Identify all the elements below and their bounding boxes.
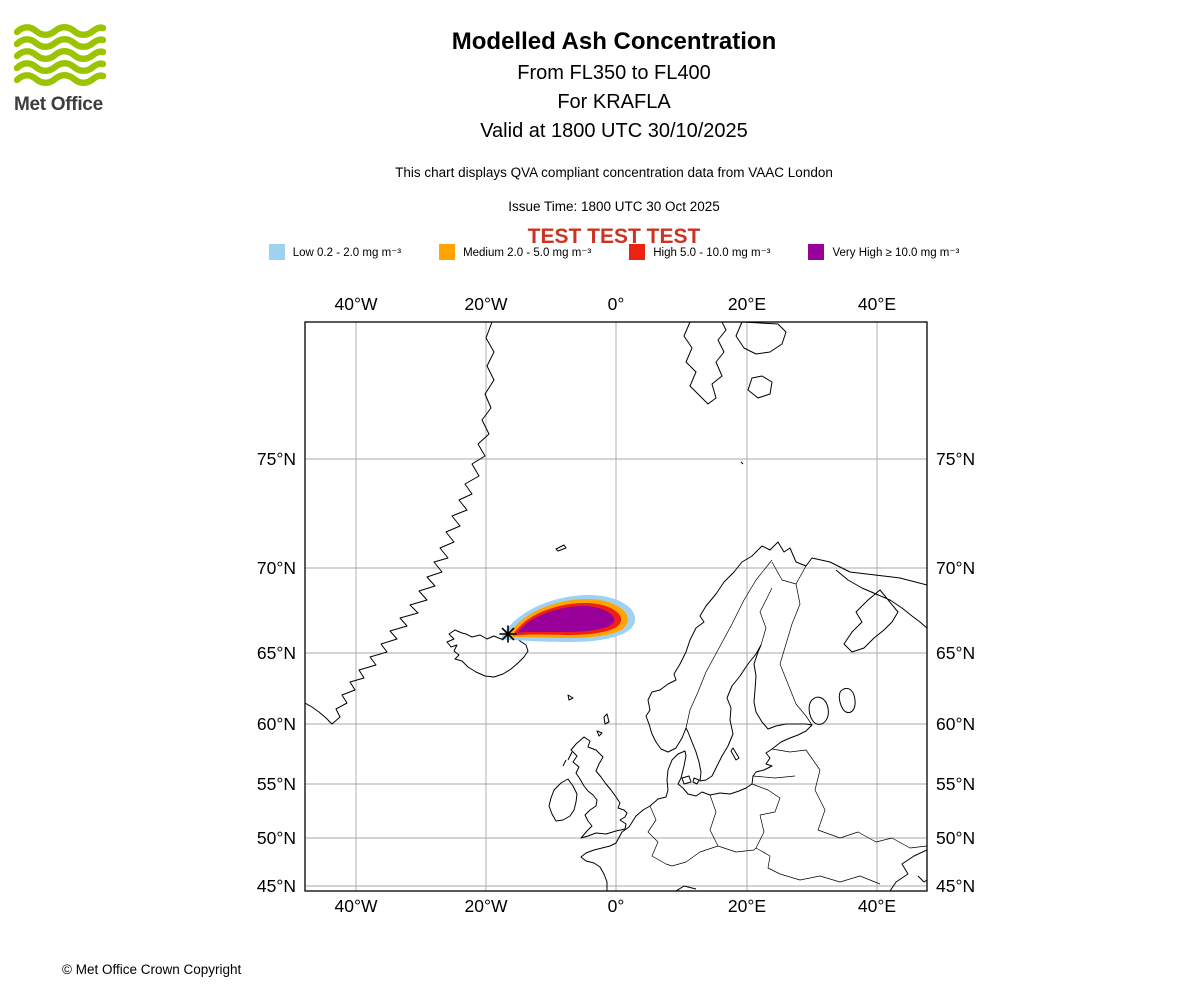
lat-tick-right-55n: 55°N (936, 774, 975, 794)
lat-tick-left-65n: 65°N (257, 643, 296, 663)
lat-tick-right-60n: 60°N (936, 714, 975, 734)
lat-tick-labels-right: 75°N 70°N 65°N 60°N 55°N 50°N 45°N (936, 449, 975, 896)
ash-plume (501, 595, 636, 642)
lat-tick-labels-left: 75°N 70°N 65°N 60°N 55°N 50°N 45°N (257, 449, 296, 896)
lon-tick-bottom-20e: 20°E (728, 896, 766, 916)
lat-tick-left-50n: 50°N (257, 828, 296, 848)
lon-tick-top-20w: 20°W (465, 294, 508, 314)
legend-item-low: Low 0.2 - 2.0 mg m⁻³ (268, 244, 402, 260)
graticule-meridians (355, 322, 878, 891)
lat-tick-right-70n: 70°N (936, 558, 975, 578)
legend-item-high: High 5.0 - 10.0 mg m⁻³ (629, 244, 770, 260)
white-sea-coast (835, 569, 927, 653)
qva-note: This chart displays QVA compliant concen… (395, 165, 833, 180)
legend-label-low: Low 0.2 - 2.0 mg m⁻³ (292, 247, 402, 259)
europe-coast (580, 541, 927, 891)
legend-swatch-very-high (808, 244, 825, 260)
uk-coast (570, 736, 628, 839)
legend-swatch-high (629, 244, 646, 260)
legend-label-very-high: Very High ≥ 10.0 mg m⁻³ (832, 247, 960, 259)
flight-levels-line: From FL350 to FL400 (517, 62, 711, 84)
lon-tick-bottom-0: 0° (608, 896, 625, 916)
test-banner: TEST TEST TEST (527, 225, 701, 248)
chart-title: Modelled Ash Concentration (451, 28, 777, 55)
black-sea-coast (675, 849, 927, 891)
concentration-legend: Low 0.2 - 2.0 mg m⁻³ Medium 2.0 - 5.0 mg… (28, 244, 1200, 260)
legend-label-medium: Medium 2.0 - 5.0 mg m⁻³ (463, 247, 592, 259)
lon-tick-bottom-20w: 20°W (465, 896, 508, 916)
country-borders (647, 559, 927, 885)
map-frame (304, 321, 928, 892)
chart-header: Modelled Ash Concentration From FL350 to… (28, 28, 1200, 249)
lat-tick-right-45n: 45°N (936, 876, 975, 896)
lat-tick-left-45n: 45°N (257, 876, 296, 896)
small-islands-coast (555, 461, 744, 785)
met-office-logo-text: Met Office (14, 94, 103, 115)
legend-swatch-low (268, 244, 285, 260)
lon-tick-top-40w: 40°W (335, 294, 378, 314)
lon-tick-top-40e: 40°E (858, 294, 896, 314)
met-office-logo: Met Office (13, 24, 124, 116)
legend-swatch-medium (439, 244, 456, 260)
greenland-coast (305, 322, 495, 725)
met-office-logo-waves-icon (13, 24, 107, 86)
copyright-notice: © Met Office Crown Copyright (62, 962, 242, 977)
ireland-coast (548, 778, 578, 822)
volcano-line: For KRAFLA (557, 91, 671, 113)
lat-tick-left-70n: 70°N (257, 558, 296, 578)
lon-tick-labels-top: 40°W 20°W 0° 20°E 40°E (335, 294, 897, 314)
issue-time: Issue Time: 1800 UTC 30 Oct 2025 (508, 199, 720, 214)
lat-tick-right-65n: 65°N (936, 643, 975, 663)
lon-tick-top-20e: 20°E (728, 294, 766, 314)
lakes-ladoga-onega (808, 687, 856, 725)
lon-tick-labels-bottom: 40°W 20°W 0° 20°E 40°E (335, 896, 897, 916)
lat-tick-right-75n: 75°N (936, 449, 975, 469)
plume-very-high (516, 606, 615, 634)
lon-tick-top-0: 0° (608, 294, 625, 314)
legend-item-medium: Medium 2.0 - 5.0 mg m⁻³ (439, 244, 591, 260)
lat-tick-left-75n: 75°N (257, 449, 296, 469)
coastlines (305, 322, 927, 891)
lon-tick-bottom-40w: 40°W (335, 896, 378, 916)
volcano-marker-icon (499, 625, 517, 643)
lat-tick-left-60n: 60°N (257, 714, 296, 734)
lat-tick-left-55n: 55°N (257, 774, 296, 794)
valid-time-line: Valid at 1800 UTC 30/10/2025 (480, 120, 748, 142)
svalbard-coast (683, 322, 787, 405)
graticule-parallels (305, 458, 927, 887)
lon-tick-bottom-40e: 40°E (858, 896, 896, 916)
lat-tick-right-50n: 50°N (936, 828, 975, 848)
legend-label-high: High 5.0 - 10.0 mg m⁻³ (653, 247, 771, 259)
iceland-coast (446, 629, 529, 678)
legend-item-very-high: Very High ≥ 10.0 mg m⁻³ (808, 244, 959, 260)
